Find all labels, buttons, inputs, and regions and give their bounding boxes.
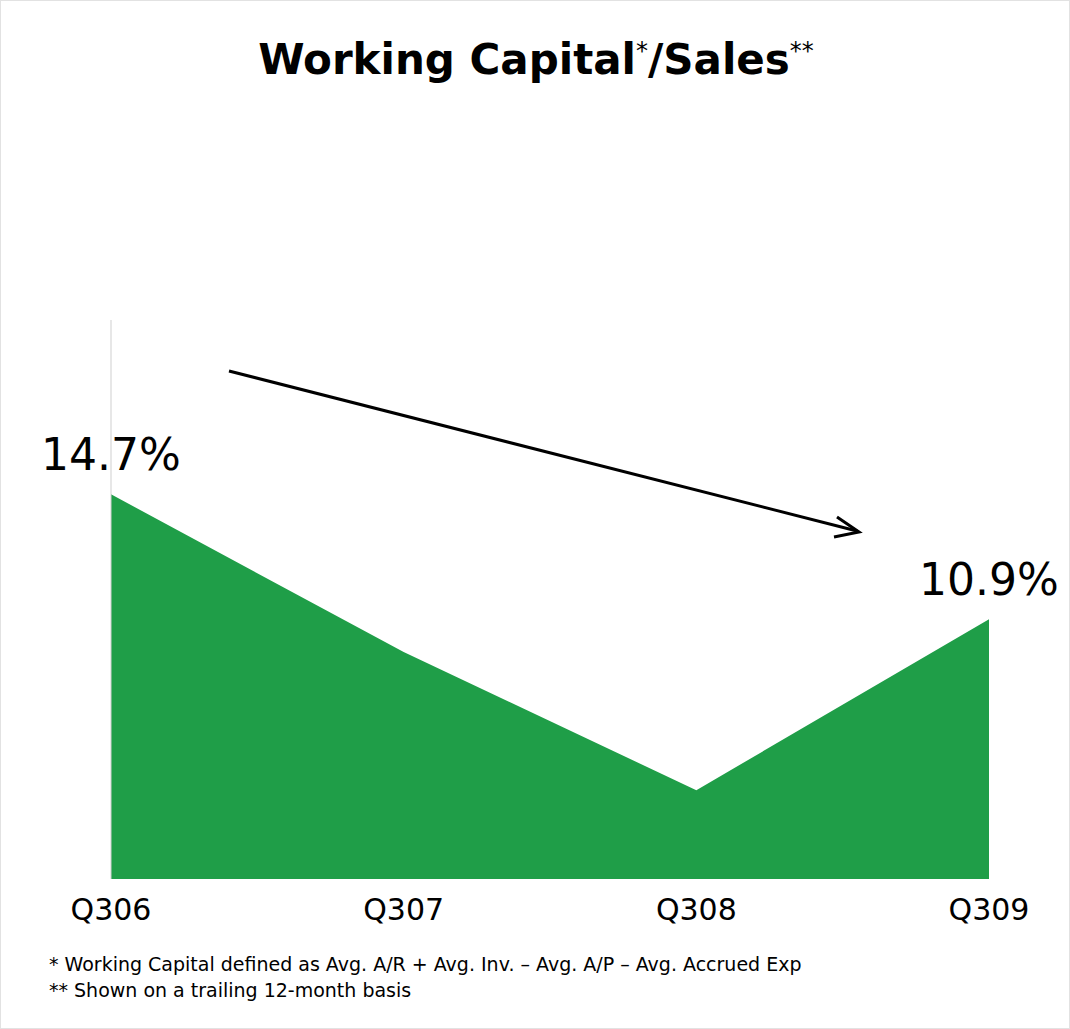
svg-text:Q309: Q309: [949, 892, 1030, 927]
svg-text:Q308: Q308: [656, 892, 737, 927]
svg-text:Q307: Q307: [363, 892, 444, 927]
html-text:** Shown on a trailing 12-mont: ** Shown on a trailing 12-month basis: [49, 979, 412, 1001]
html-text:Working Capital*/Sales**: Working Capital*/Sales**: [258, 35, 814, 84]
svg-text:Q306: Q306: [71, 892, 152, 927]
html-text:* Working Capital defined as A: * Working Capital defined as Avg. A/R + …: [49, 953, 802, 975]
svg-text:10.9%: 10.9%: [919, 554, 1059, 605]
svg-text:14.7%: 14.7%: [41, 429, 181, 480]
